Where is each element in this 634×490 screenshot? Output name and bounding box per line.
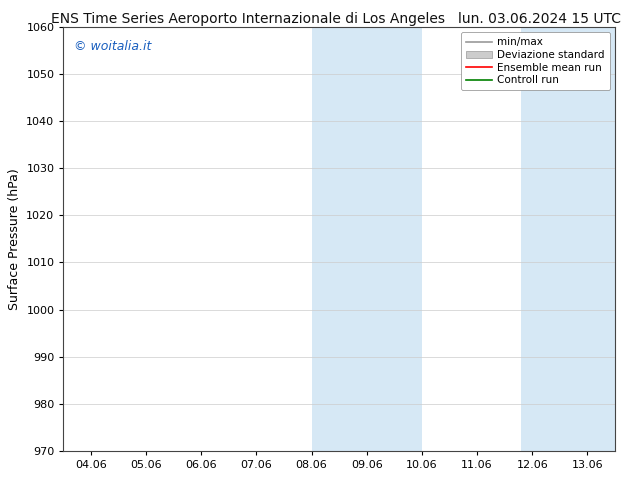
- Legend: min/max, Deviazione standard, Ensemble mean run, Controll run: min/max, Deviazione standard, Ensemble m…: [461, 32, 610, 90]
- Text: ENS Time Series Aeroporto Internazionale di Los Angeles: ENS Time Series Aeroporto Internazionale…: [51, 12, 444, 26]
- Bar: [521, 27, 615, 451]
- Text: © woitalia.it: © woitalia.it: [74, 40, 152, 52]
- Y-axis label: Surface Pressure (hPa): Surface Pressure (hPa): [8, 168, 21, 310]
- Text: lun. 03.06.2024 15 UTC: lun. 03.06.2024 15 UTC: [458, 12, 621, 26]
- Bar: [312, 27, 422, 451]
